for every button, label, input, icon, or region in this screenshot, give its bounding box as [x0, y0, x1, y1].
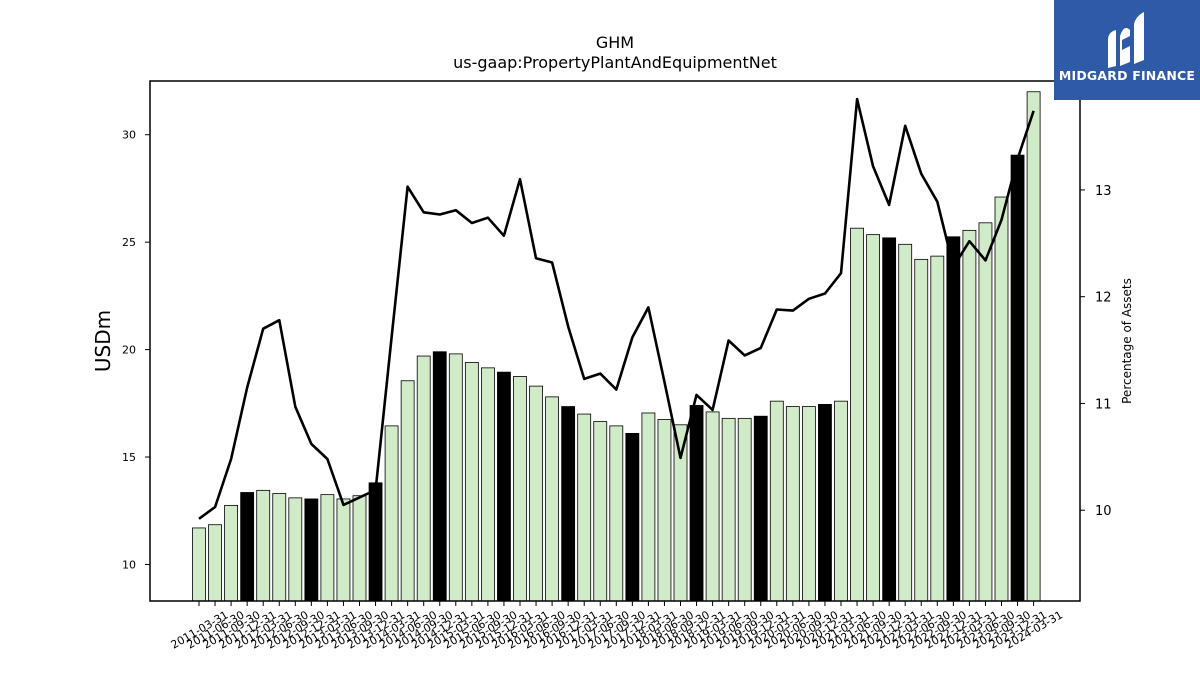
bar-2018-12-31: [689, 405, 704, 602]
bar-2013-06-30: [336, 498, 351, 602]
bar-2011-09-30: [224, 504, 239, 602]
line-group: [198, 97, 1035, 520]
bar-2011-12-31: [240, 492, 255, 602]
bar-2023-06-30: [978, 222, 993, 602]
bar-2020-12-31: [818, 403, 832, 602]
bar-2021-03-31: [834, 400, 848, 602]
bar-2018-06-30: [657, 419, 672, 602]
chart-title: GHM: [596, 33, 634, 52]
bar-2016-09-30: [545, 396, 559, 602]
bar-2021-06-30: [850, 227, 864, 602]
bar-2019-09-30: [737, 417, 752, 602]
bar-2019-12-31: [753, 415, 768, 602]
bar-2013-03-31: [320, 494, 335, 602]
bar-2014-03-31: [384, 425, 399, 602]
bar-2020-06-30: [785, 406, 800, 602]
y-axis-label-right: Percentage of Assets: [1120, 278, 1134, 404]
x-axis: 2011-03-312011-06-302011-09-302011-12-31…: [169, 601, 1065, 652]
bar-2018-09-30: [673, 424, 688, 602]
y-right-tick-label: 12: [1095, 291, 1112, 306]
bar-2022-06-30: [914, 258, 929, 602]
bar-2014-09-30: [416, 355, 431, 602]
bar-2016-06-30: [529, 385, 543, 602]
bar-2019-06-30: [721, 417, 736, 602]
bar-2012-03-31: [256, 489, 271, 602]
bar-2015-09-30: [480, 367, 495, 602]
bar-2015-03-31: [448, 353, 463, 602]
y-axis-label-left: USDm: [91, 310, 115, 372]
bar-2011-03-31: [192, 527, 206, 602]
y-right-tick-label: 10: [1095, 504, 1112, 519]
bar-2022-12-31: [946, 236, 961, 602]
series-line-percentage-of-assets: [198, 97, 1035, 520]
bar-2013-12-31: [368, 482, 383, 602]
y-tick-label: 30: [122, 129, 136, 142]
bar-2014-06-30: [400, 380, 415, 602]
y-axis-right: 10 11 12 13: [1080, 184, 1112, 519]
y-right-tick-label: 11: [1095, 397, 1112, 412]
chart-subtitle: us-gaap:PropertyPlantAndEquipmentNet: [453, 53, 777, 72]
y-tick-label: 15: [122, 451, 136, 464]
y-tick-label: 25: [122, 236, 136, 249]
bar-2016-12-31: [561, 406, 576, 602]
bar-2018-03-31: [641, 412, 656, 602]
bar-2023-03-31: [962, 229, 977, 602]
bar-2020-09-30: [802, 406, 816, 602]
y-axis-left: 10 15 20 25 30: [122, 129, 150, 571]
bar-2019-03-31: [705, 411, 720, 602]
y-tick-label: 20: [122, 344, 136, 357]
bar-2016-03-31: [513, 376, 527, 602]
bar-2017-03-31: [577, 413, 592, 602]
bar-2017-06-30: [593, 421, 608, 602]
plot-frame: [149, 80, 1081, 602]
y-tick-label: 10: [122, 558, 136, 571]
bar-2021-09-30: [866, 234, 880, 602]
bar-2015-06-30: [464, 362, 479, 602]
brand-name: MIDGARD FINANCE: [1058, 68, 1196, 83]
bar-2022-03-31: [898, 243, 913, 602]
bar-2017-09-30: [609, 425, 624, 602]
midgard-logo-icon: [1108, 12, 1144, 68]
bar-2011-06-30: [208, 524, 222, 602]
bar-2020-03-31: [769, 400, 784, 602]
bar-2012-06-30: [272, 493, 287, 602]
bar-2023-09-30: [994, 196, 1009, 602]
y-right-tick-label: 13: [1095, 184, 1112, 199]
brand-logo: MIDGARD FINANCE: [1054, 0, 1200, 100]
bar-2012-09-30: [288, 497, 303, 602]
bar-2014-12-31: [432, 351, 447, 602]
bar-2013-09-30: [352, 495, 367, 602]
bar-2015-12-31: [497, 371, 511, 602]
bar-2012-12-31: [304, 498, 319, 602]
bar-2022-09-30: [930, 255, 945, 602]
bar-2017-12-31: [625, 432, 640, 602]
bar-2021-12-31: [882, 237, 897, 602]
bar-group: [192, 91, 1041, 602]
bar-2023-12-31: [1010, 154, 1025, 602]
bar-2024-03-31: [1026, 91, 1041, 602]
